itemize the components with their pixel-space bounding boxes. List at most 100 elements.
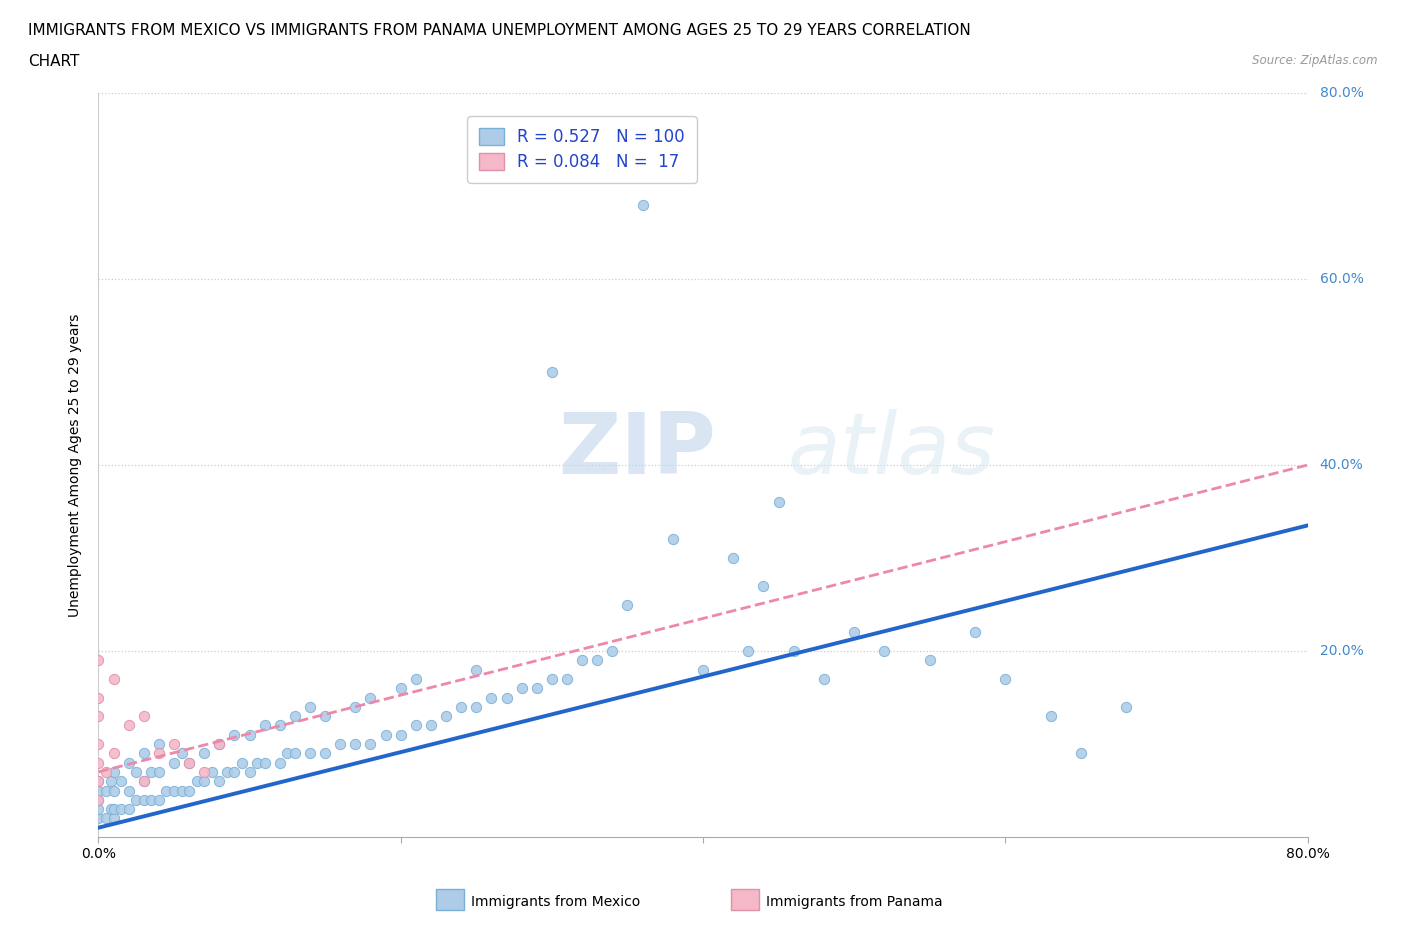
Point: [94, 783, 117, 798]
Point: [465, 699, 488, 714]
Text: atlas: atlas: [787, 408, 995, 492]
Point: [1070, 746, 1092, 761]
Point: [782, 644, 804, 658]
Point: [721, 551, 744, 565]
Y-axis label: Unemployment Among Ages 25 to 29 years: Unemployment Among Ages 25 to 29 years: [69, 313, 83, 617]
Text: 80.0%: 80.0%: [1320, 86, 1364, 100]
Point: [844, 625, 866, 640]
Point: [125, 792, 148, 807]
Point: [177, 755, 201, 770]
Point: [103, 671, 125, 686]
Point: [148, 764, 170, 779]
Point: [299, 746, 322, 761]
Point: [118, 755, 141, 770]
Point: [100, 774, 122, 789]
Point: [540, 671, 562, 686]
Text: ZIP: ZIP: [558, 408, 716, 492]
Point: [768, 495, 790, 510]
Point: [231, 755, 253, 770]
Point: [752, 578, 775, 593]
Point: [389, 681, 412, 696]
Point: [269, 755, 291, 770]
Point: [419, 718, 441, 733]
Point: [87, 755, 110, 770]
Point: [132, 746, 155, 761]
Text: 20.0%: 20.0%: [1320, 644, 1364, 658]
Point: [1039, 709, 1062, 724]
Point: [103, 783, 125, 798]
Point: [329, 737, 352, 751]
Point: [215, 764, 238, 779]
Point: [87, 802, 110, 817]
Point: [177, 755, 201, 770]
Point: [177, 783, 201, 798]
Point: [360, 737, 382, 751]
Point: [965, 625, 987, 640]
Point: [100, 802, 122, 817]
Text: Immigrants from Panama: Immigrants from Panama: [766, 895, 943, 910]
Point: [253, 718, 276, 733]
Point: [148, 792, 170, 807]
Point: [360, 690, 382, 705]
Point: [344, 699, 367, 714]
Point: [132, 774, 155, 789]
Point: [193, 746, 215, 761]
Point: [450, 699, 472, 714]
Point: [661, 532, 683, 547]
Point: [141, 792, 163, 807]
Point: [148, 737, 170, 751]
Point: [224, 727, 246, 742]
Text: 40.0%: 40.0%: [1320, 458, 1364, 472]
Point: [540, 365, 562, 379]
Point: [186, 774, 208, 789]
Point: [193, 774, 215, 789]
Point: [87, 811, 110, 826]
Point: [87, 737, 110, 751]
Point: [208, 737, 231, 751]
Point: [994, 671, 1017, 686]
Point: [132, 792, 155, 807]
Point: [103, 764, 125, 779]
Point: [616, 597, 638, 612]
Point: [118, 802, 141, 817]
Point: [465, 662, 488, 677]
Point: [208, 774, 231, 789]
Point: [103, 802, 125, 817]
Point: [87, 774, 110, 789]
Point: [631, 197, 654, 212]
Point: [1115, 699, 1137, 714]
Point: [389, 727, 412, 742]
Point: [269, 718, 291, 733]
Point: [284, 709, 307, 724]
Point: [132, 709, 155, 724]
Point: [87, 653, 110, 668]
Point: [344, 737, 367, 751]
Point: [314, 746, 336, 761]
Point: [526, 681, 548, 696]
Point: [87, 783, 110, 798]
Point: [87, 792, 110, 807]
Point: [201, 764, 224, 779]
Point: [481, 690, 503, 705]
Point: [87, 709, 110, 724]
Point: [253, 755, 276, 770]
Point: [510, 681, 533, 696]
Point: [239, 727, 262, 742]
Text: Source: ZipAtlas.com: Source: ZipAtlas.com: [1253, 54, 1378, 67]
Point: [602, 644, 624, 658]
Point: [87, 690, 110, 705]
Point: [239, 764, 262, 779]
Point: [118, 718, 141, 733]
Point: [155, 783, 177, 798]
Point: [284, 746, 307, 761]
Point: [299, 699, 322, 714]
Point: [94, 764, 117, 779]
Point: [208, 737, 231, 751]
Point: [87, 792, 110, 807]
Point: [276, 746, 298, 761]
Point: [163, 755, 186, 770]
Point: [132, 774, 155, 789]
Point: [586, 653, 609, 668]
Point: [246, 755, 269, 770]
Point: [170, 783, 193, 798]
